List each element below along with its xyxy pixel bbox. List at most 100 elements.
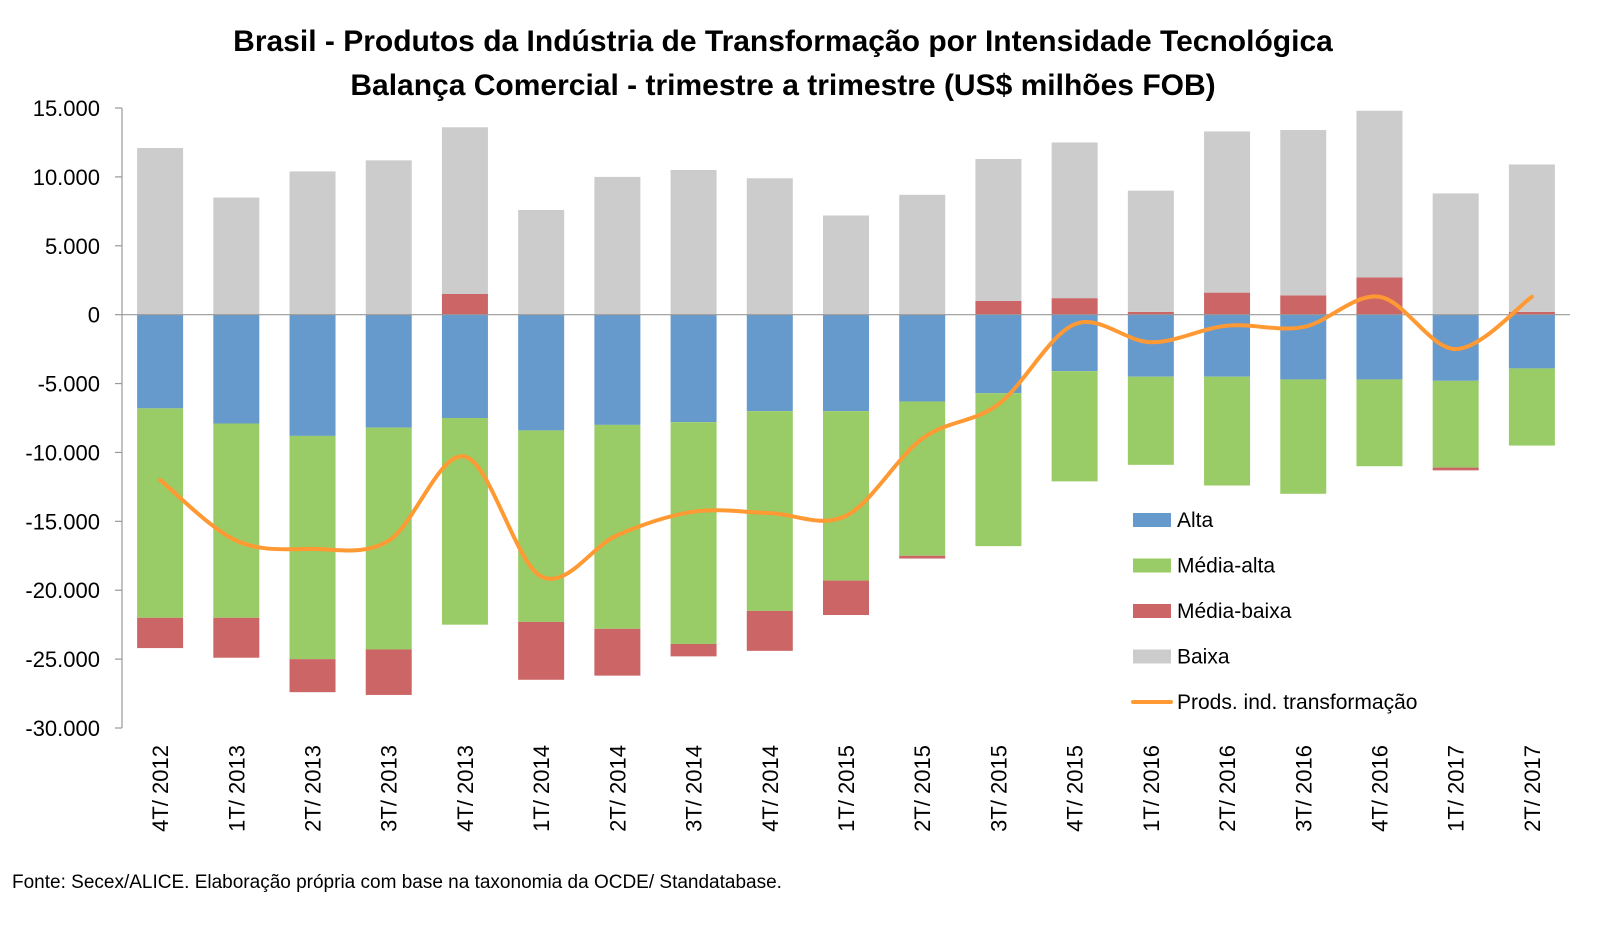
bar-baixa [213,197,260,315]
x-axis: 4T/ 2012 1T/ 2013 2T/ 2013 3T/ 2013 4T/ 2013… [148,745,1545,832]
bar-m-dia-baixa [137,617,184,649]
bar-alta [975,314,1022,394]
bar-baixa [670,170,717,315]
bar-m-dia-baixa [746,610,793,651]
line-series-group [158,294,1534,581]
bar-m-dia-baixa [594,628,641,676]
legend: Alta Média-alta Média-baixa Baixa Prods. ind… [1131,509,1417,714]
bar-m-dia-alta [670,422,717,644]
bar-baixa [1127,190,1174,312]
legend-swatch [1133,604,1171,618]
bar-alta [746,314,793,412]
x-tick-label: 1T/ 2016 [1139,745,1164,832]
bar-alta [289,314,336,436]
bar-baixa [899,194,946,315]
line-prods-ind-transformacao [158,294,1534,581]
bar-m-dia-alta [213,423,260,618]
x-tick-label: 2T/ 2014 [605,745,630,832]
x-tick-label: 1T/ 2014 [529,745,554,832]
legend-swatch [1133,513,1171,527]
chart-title: Brasil - Produtos da Indústria de Transf… [233,25,1333,58]
chart-subtitle: Balança Comercial - trimestre a trimestr… [350,69,1215,102]
bar-m-dia-baixa [1204,292,1251,315]
bar-alta [1280,314,1327,380]
x-tick-label: 2T/ 2017 [1520,745,1545,832]
x-tick-label: 2T/ 2016 [1215,745,1240,832]
x-tick-label: 2T/ 2013 [301,745,326,832]
bar-m-dia-baixa [518,621,565,680]
bar-baixa [1356,110,1403,278]
bar-alta [1508,314,1555,369]
source-note: Fonte: Secex/ALICE. Elaboração própria c… [12,872,782,893]
x-tick-label: 3T/ 2014 [682,745,707,832]
bar-m-dia-baixa [1508,311,1555,315]
x-tick-label: 1T/ 2013 [224,745,249,832]
x-tick-label: 4T/ 2012 [148,745,173,832]
bar-m-dia-baixa [899,555,946,559]
y-tick-label: -20.000 [25,578,100,603]
bar-m-dia-baixa [1280,295,1327,315]
y-tick-label: -30.000 [25,716,100,741]
bar-baixa [1051,142,1098,299]
bar-m-dia-alta [1280,379,1327,494]
bar-baixa [137,147,184,315]
bar-alta [365,314,412,428]
legend-swatch [1133,558,1171,573]
legend-label: Prods. ind. transformação [1177,691,1417,714]
y-tick-label: 0 [88,303,100,328]
bar-m-dia-alta [518,430,565,622]
bar-baixa [289,171,336,315]
bar-m-dia-baixa [289,659,336,693]
bar-baixa [594,176,641,315]
x-tick-label: 4T/ 2013 [453,745,478,832]
bar-m-dia-baixa [1051,298,1098,315]
bar-alta [518,314,565,431]
bar-m-dia-baixa [213,617,260,658]
bar-m-dia-baixa [670,643,717,657]
y-tick-label: -5.000 [38,372,100,397]
x-tick-label: 4T/ 2016 [1367,745,1392,832]
y-tick-label: 15.000 [33,96,100,121]
x-tick-label: 2T/ 2015 [910,745,935,832]
x-tick-label: 1T/ 2015 [834,745,859,832]
bar-m-dia-alta [899,401,946,556]
bar-alta [441,314,488,418]
bar-alta [899,314,946,402]
x-tick-label: 3T/ 2013 [377,745,402,832]
bar-alta [1356,314,1403,380]
bar-m-dia-alta [823,411,869,581]
legend-label: Média-baixa [1177,600,1292,623]
bar-alta [137,314,184,409]
bar-baixa [1508,164,1555,312]
y-tick-label: -25.000 [25,647,100,672]
bar-baixa [518,209,565,315]
bar-baixa [746,178,793,315]
bar-alta [213,314,260,424]
legend-label: Alta [1177,509,1214,532]
bar-baixa [365,160,412,315]
bar-m-dia-alta [1127,376,1174,465]
x-tick-label: 4T/ 2014 [758,745,783,832]
bar-baixa [1280,130,1327,296]
bar-alta [1127,314,1174,377]
bar-m-dia-alta [975,393,1022,547]
bar-alta [594,314,641,425]
legend-label: Média-alta [1177,555,1275,578]
bar-m-dia-baixa [1432,467,1479,471]
bar-m-dia-baixa [365,649,412,695]
bar-alta [670,314,717,423]
bar-m-dia-baixa [823,580,869,616]
bar-m-dia-baixa [975,300,1022,315]
y-tick-label: 10.000 [33,165,100,190]
bar-m-dia-alta [1508,368,1555,446]
bar-baixa [823,215,869,315]
bar-m-dia-alta [1356,379,1403,467]
bar-m-dia-alta [1432,380,1479,468]
bar-m-dia-baixa [1127,311,1174,315]
bar-baixa [1204,131,1251,293]
y-tick-label: -15.000 [25,509,100,534]
bar-m-dia-alta [441,418,488,625]
bar-alta [823,314,869,412]
bar-m-dia-alta [1051,371,1098,482]
